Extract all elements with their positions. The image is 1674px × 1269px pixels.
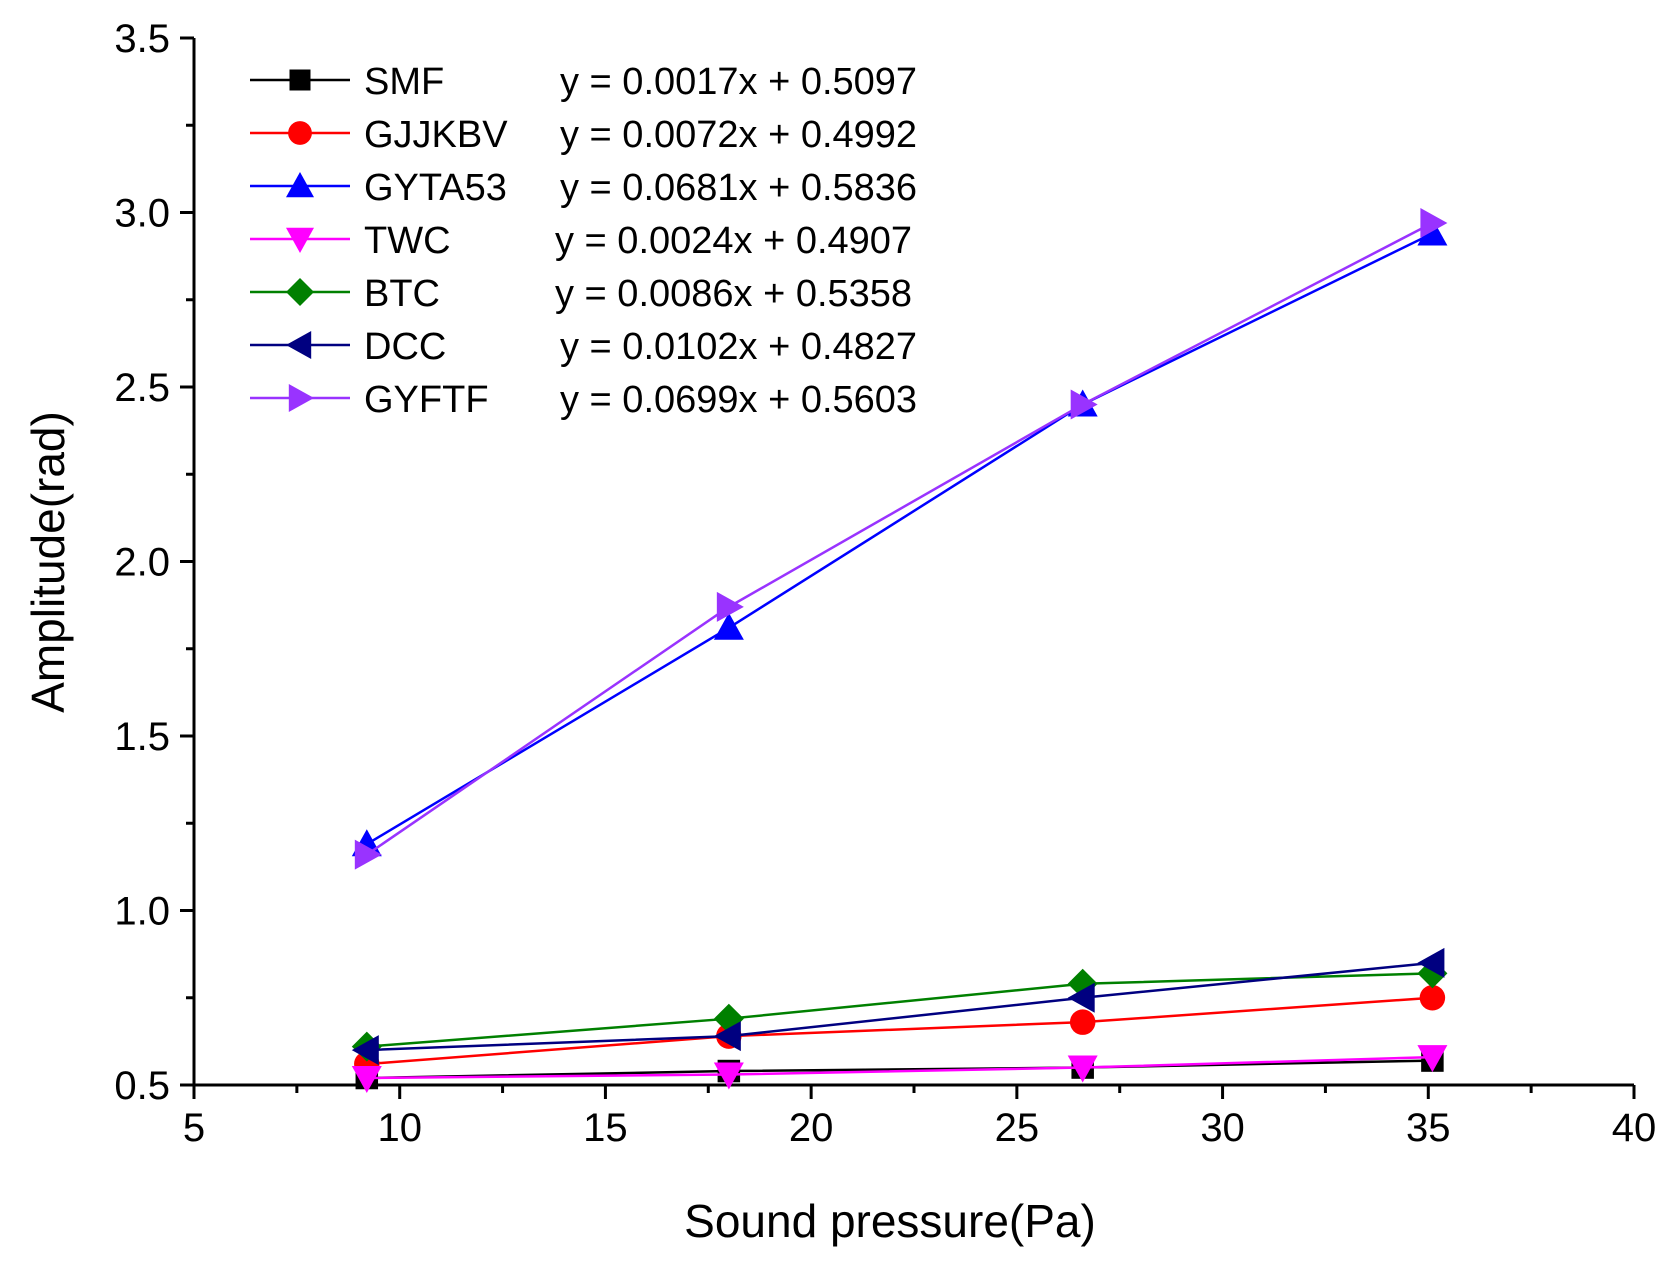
x-tick-label: 30 [1200,1106,1245,1150]
legend-item-gjjkbv: GJJKBV y = 0.0072x + 0.4992 [250,114,917,156]
legend-item-smf: SMF y = 0.0017x + 0.5097 [250,61,917,103]
y-axis-title: Amplitude(rad) [22,411,74,713]
legend-item-btc: BTC y = 0.0086x + 0.5358 [250,273,912,315]
x-axis-title: Sound pressure(Pa) [684,1195,1096,1247]
y-tick-label: 2.0 [114,541,170,585]
legend-equation-dcc: y = 0.0102x + 0.4827 [560,326,917,368]
legend-label-twc: TWC [364,220,451,262]
legend-marker-gyftf [288,384,314,412]
series-line-dcc [366,961,1433,1052]
data-point-gyftf [1070,389,1098,420]
legend-label-dcc: DCC [364,326,446,368]
legend-item-twc: TWC y = 0.0024x + 0.4907 [250,220,912,262]
axes: 5 10 15 20 25 30 35 40 0.5 1.0 1.5 2.0 2.5 3.0 3.5 [114,17,1656,1150]
x-tick-label: 35 [1406,1106,1451,1150]
series-layer [351,207,1448,1094]
x-tick-label: 20 [789,1106,834,1150]
series-btc [351,958,1448,1062]
x-tick-label: 5 [183,1106,205,1150]
legend-label-btc: BTC [364,273,440,315]
x-tick-label: 25 [995,1106,1040,1150]
x-tick-label: 15 [583,1106,628,1150]
y-tick-label: 1.0 [114,890,170,934]
legend-equation-twc: y = 0.0024x + 0.4907 [555,220,912,262]
legend-equation-gjjkbv: y = 0.0072x + 0.4992 [560,114,917,156]
legend-equation-gyftf: y = 0.0699x + 0.5603 [560,379,917,421]
series-line-btc [366,972,1433,1048]
legend-marker-dcc [286,331,312,359]
legend: SMF y = 0.0017x + 0.5097 GJJKBV y = 0.0072x… [250,61,917,421]
series-gyftf [354,207,1448,870]
data-point-dcc [351,1035,379,1066]
legend-marker-gyta53 [286,172,314,198]
legend-item-gyta53: GYTA53 y = 0.0681x + 0.5836 [250,167,917,209]
legend-marker-btc [286,278,314,306]
x-tick-label: 40 [1612,1106,1657,1150]
legend-equation-btc: y = 0.0086x + 0.5358 [555,273,912,315]
legend-marker-smf [289,69,311,91]
y-tick-label: 0.5 [114,1064,170,1108]
y-tick-label: 3.5 [114,17,170,61]
series-line-gjjkbv [366,996,1433,1066]
series-smf [355,1049,1444,1090]
series-dcc [351,947,1445,1066]
series-line-gyftf [366,221,1433,856]
series-twc [351,1045,1448,1094]
data-point-dcc [1067,982,1095,1013]
legend-item-dcc: DCC y = 0.0102x + 0.4827 [250,326,917,368]
data-point-twc [1417,1045,1448,1073]
data-point-dcc [713,1021,741,1052]
series-line-smf [366,1059,1433,1080]
legend-label-gyta53: GYTA53 [364,167,507,209]
legend-equation-smf: y = 0.0017x + 0.5097 [560,61,917,103]
legend-label-smf: SMF [364,61,444,103]
data-point-twc [351,1066,382,1094]
data-point-twc [713,1062,744,1090]
data-point-gyftf [354,839,382,870]
legend-label-gyftf: GYFTF [364,379,489,421]
data-point-gyftf [716,591,744,622]
data-point-gyta53 [713,612,744,640]
legend-equation-gyta53: y = 0.0681x + 0.5836 [560,167,917,209]
legend-marker-gjjkbv [288,121,312,145]
data-point-gjjkbv [1419,985,1446,1011]
legend-item-gyftf: GYFTF y = 0.0699x + 0.5603 [250,379,917,421]
data-point-gyftf [1420,207,1448,238]
data-point-dcc [1417,947,1445,978]
x-tick-label: 10 [377,1106,422,1150]
y-tick-label: 3.0 [114,192,170,236]
y-tick-label: 2.5 [114,366,170,410]
series-line-gyta53 [366,232,1433,846]
data-point-gjjkbv [1069,1009,1096,1035]
legend-label-gjjkbv: GJJKBV [364,114,508,156]
data-point-gyta53 [1417,218,1448,246]
y-tick-label: 1.5 [114,715,170,759]
series-line-twc [366,1055,1433,1080]
legend-marker-twc [286,227,314,253]
data-point-twc [1067,1055,1098,1083]
